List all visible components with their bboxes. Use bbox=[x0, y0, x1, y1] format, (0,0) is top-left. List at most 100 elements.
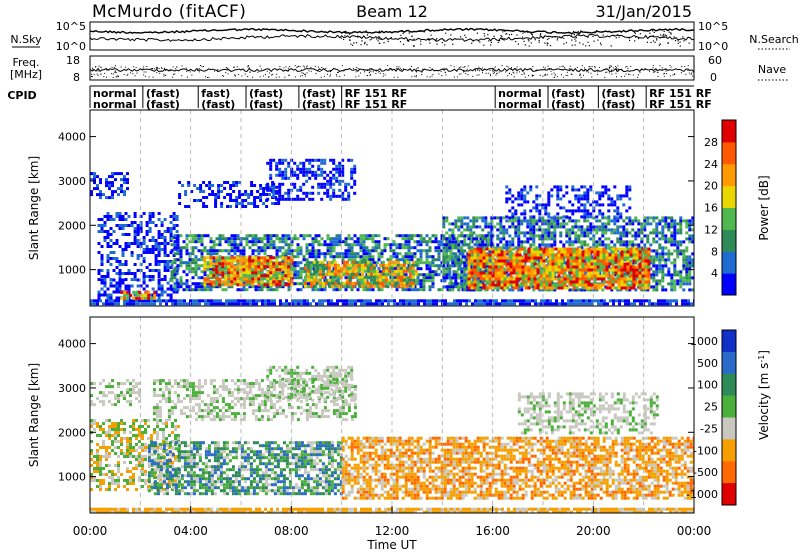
echo-cell bbox=[281, 270, 285, 274]
echo-cell bbox=[239, 252, 243, 256]
echo-cell bbox=[402, 278, 406, 282]
echo-cell bbox=[372, 275, 376, 279]
echo-cell bbox=[296, 276, 300, 280]
echo-cell bbox=[588, 302, 591, 306]
echo-cell bbox=[649, 267, 653, 271]
echo-cell bbox=[106, 254, 110, 257]
echo-cell bbox=[209, 288, 213, 292]
echo-cell bbox=[402, 263, 406, 267]
echo-cell bbox=[299, 185, 303, 189]
echo-cell bbox=[428, 246, 432, 250]
echo-cell bbox=[272, 288, 276, 292]
noise-dot bbox=[376, 38, 378, 40]
echo-cell bbox=[102, 193, 105, 197]
echo-cell bbox=[345, 302, 348, 306]
echo-cell bbox=[323, 170, 327, 174]
echo-cell bbox=[451, 222, 455, 226]
echo-cell bbox=[359, 258, 363, 262]
echo-cell bbox=[303, 266, 307, 270]
echo-cell bbox=[532, 234, 536, 238]
nave-dot bbox=[626, 66, 628, 67]
echo-cell bbox=[170, 273, 174, 277]
echo-cell bbox=[594, 299, 597, 303]
echo-cell bbox=[124, 212, 128, 215]
echo-cell bbox=[309, 284, 313, 288]
nave-dot bbox=[591, 65, 593, 67]
echo-cell bbox=[407, 261, 411, 265]
echo-cell bbox=[463, 237, 467, 241]
nave-dot bbox=[249, 71, 251, 73]
echo-cell bbox=[568, 219, 572, 223]
nave-dot bbox=[458, 66, 460, 68]
echo-cell bbox=[121, 227, 125, 230]
echo-cell bbox=[329, 170, 333, 174]
echo-cell bbox=[166, 263, 170, 266]
echo-cell bbox=[233, 237, 237, 241]
echo-cell bbox=[109, 263, 113, 266]
echo-cell bbox=[550, 243, 554, 247]
echo-cell bbox=[431, 240, 435, 244]
echo-cell bbox=[571, 240, 575, 244]
noise-dot bbox=[344, 35, 346, 37]
echo-cell bbox=[278, 161, 282, 165]
echo-cell bbox=[209, 246, 213, 250]
cpid-entry-label: (fast) bbox=[551, 87, 585, 100]
echo-cell bbox=[157, 248, 161, 251]
nave-dot bbox=[117, 75, 119, 77]
echo-cell bbox=[142, 248, 146, 251]
echo-cell bbox=[269, 158, 273, 162]
echo-cell bbox=[236, 256, 240, 260]
echo-cell bbox=[144, 296, 148, 300]
echo-cell bbox=[108, 175, 111, 179]
nave-dot bbox=[608, 66, 610, 68]
echo-cell bbox=[454, 273, 458, 277]
echo-cell bbox=[600, 299, 603, 303]
nave-dot bbox=[616, 70, 617, 72]
echo-cell bbox=[341, 255, 345, 259]
echo-cell bbox=[224, 240, 228, 244]
noise-dot bbox=[663, 30, 665, 33]
echo-cell bbox=[356, 273, 360, 277]
echo-cell bbox=[212, 285, 216, 289]
echo-cell bbox=[517, 225, 521, 229]
cpid-panel: CPID normalnormal(fast)(fast)fast)(fast)… bbox=[7, 85, 712, 111]
echo-cell bbox=[312, 272, 316, 276]
echo-cell bbox=[338, 240, 342, 244]
echo-cell bbox=[339, 281, 343, 285]
nave-dot bbox=[247, 76, 249, 77]
noise-dot bbox=[435, 39, 437, 41]
echo-cell bbox=[619, 243, 623, 247]
echo-cell bbox=[233, 243, 237, 247]
echo-cell bbox=[151, 287, 155, 291]
echo-cell bbox=[535, 258, 539, 262]
echo-cell bbox=[353, 234, 357, 238]
echo-cell bbox=[613, 228, 617, 232]
echo-cell bbox=[634, 219, 638, 223]
echo-cell bbox=[279, 302, 282, 306]
nave-dot bbox=[226, 67, 228, 69]
nave-dot bbox=[106, 76, 107, 78]
echo-cell bbox=[353, 255, 357, 259]
echo-cell bbox=[148, 215, 152, 218]
echo-cell bbox=[284, 234, 288, 238]
echo-cell bbox=[519, 302, 522, 306]
echo-cell bbox=[290, 256, 294, 260]
echo-cell bbox=[266, 265, 270, 269]
nave-dot bbox=[571, 70, 573, 72]
echo-cell bbox=[147, 296, 151, 300]
echo-cell bbox=[275, 185, 279, 189]
echo-cell bbox=[233, 268, 237, 272]
echo-cell bbox=[445, 216, 449, 220]
echo-cell bbox=[224, 280, 228, 284]
echo-cell bbox=[428, 255, 432, 259]
echo-cell bbox=[469, 240, 473, 244]
echo-cell bbox=[583, 288, 587, 292]
noise-dot bbox=[634, 32, 636, 35]
nave-dot bbox=[379, 72, 381, 74]
echo-cell bbox=[333, 302, 336, 306]
echo-cell bbox=[106, 215, 110, 218]
noise-dot bbox=[501, 38, 503, 40]
echo-cell bbox=[297, 302, 300, 306]
echo-cell bbox=[139, 230, 143, 233]
